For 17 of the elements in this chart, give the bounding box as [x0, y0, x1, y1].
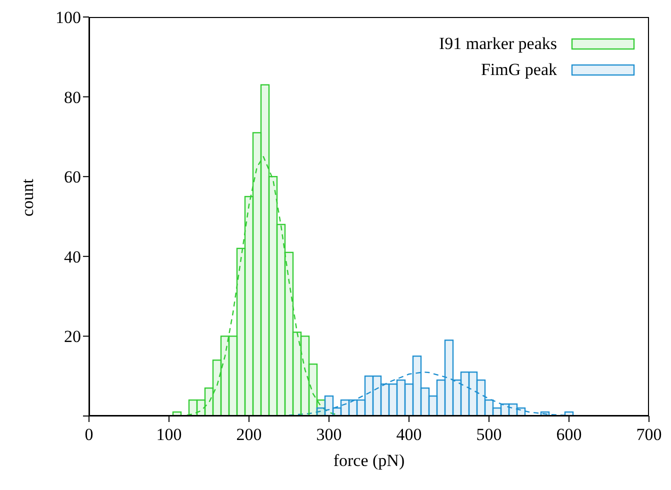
x-tick-label: 300: [316, 425, 342, 444]
y-tick-label: 40: [64, 247, 81, 266]
x-tick-label: 400: [396, 425, 422, 444]
y-axis-title: count: [18, 178, 38, 216]
x-tick-label: 100: [156, 425, 182, 444]
x-axis-title: force (pN): [333, 451, 405, 470]
y-tick-label: 20: [64, 327, 81, 346]
y-tick-label: 100: [56, 8, 81, 28]
y-tick-label: 60: [64, 168, 81, 187]
x-tick-label: 700: [636, 425, 662, 444]
legend-label: I91 marker peaks: [438, 34, 557, 54]
x-tick-label: 500: [476, 425, 502, 444]
x-tick-label: 600: [556, 425, 582, 444]
x-tick-label: 0: [84, 425, 94, 444]
x-tick-label: 200: [236, 425, 262, 444]
legend-label: FimG peak: [480, 60, 557, 80]
y-tick-label: 80: [64, 88, 81, 107]
